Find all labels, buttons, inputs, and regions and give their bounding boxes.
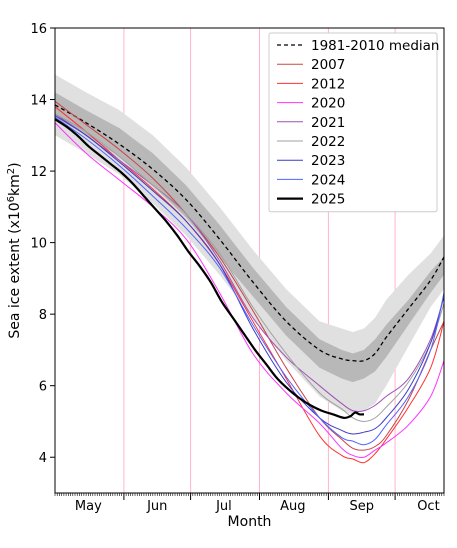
y-tick-label-4: 4 xyxy=(39,451,47,466)
x-tick-label-sep: Sep xyxy=(349,499,374,514)
y-tick-label-12: 12 xyxy=(30,165,47,180)
percentile-bands xyxy=(55,74,444,415)
y-tick-label-8: 8 xyxy=(39,308,47,323)
x-tick-label-aug: Aug xyxy=(280,499,305,514)
y-tick-label-6: 6 xyxy=(39,380,47,395)
series-lines xyxy=(54,100,445,464)
legend: 1981-2010 median 2007 2012 2020 2021 2022 2023… xyxy=(268,32,439,213)
x-axis-ticks: May Jun Jul Aug Sep Oct xyxy=(54,493,445,514)
y-axis-title-main: Sea ice extent (x10 xyxy=(7,202,23,338)
legend-box xyxy=(268,32,438,213)
y-tick-label-10: 10 xyxy=(30,237,47,252)
series-line-2020 xyxy=(54,122,445,459)
legend-label: 2020 xyxy=(311,96,345,112)
legend-label: 1981-2010 median xyxy=(311,38,439,54)
y-axis-title: Sea ice extent (x106km2) xyxy=(6,162,24,338)
x-tick-label-oct: Oct xyxy=(417,499,439,514)
series-line-2022 xyxy=(54,113,445,422)
x-axis-title: Month xyxy=(228,514,272,530)
x-tick-label-jun: Jun xyxy=(146,499,167,514)
legend-label: 2023 xyxy=(311,153,345,169)
legend-label: 2021 xyxy=(311,115,345,131)
series-line-2025 xyxy=(54,118,365,420)
y-axis-title-close: ) xyxy=(7,162,23,167)
x-tick-label-jul: Jul xyxy=(215,499,232,514)
series-line-2012 xyxy=(54,106,445,464)
legend-label: 2007 xyxy=(311,57,345,73)
y-tick-label-16: 16 xyxy=(30,22,47,37)
y-axis-title-unit-sup: 2 xyxy=(6,168,17,174)
series-line-2021 xyxy=(54,113,445,413)
y-axis-ticks: 4 6 8 10 12 14 16 xyxy=(30,22,55,466)
legend-label: 2012 xyxy=(311,76,345,92)
legend-label: 2025 xyxy=(311,192,345,208)
y-axis-title-unit: km xyxy=(7,174,23,196)
axes xyxy=(54,27,445,494)
x-tick-label-may: May xyxy=(75,499,102,514)
axes-frame xyxy=(54,27,445,494)
series-line-2024 xyxy=(54,117,445,446)
y-axis-title-sup: 6 xyxy=(6,196,17,202)
legend-label: 2022 xyxy=(311,134,345,150)
legend-label: 2024 xyxy=(311,172,345,188)
y-tick-label-14: 14 xyxy=(30,94,47,109)
interquartile-band xyxy=(55,92,444,383)
